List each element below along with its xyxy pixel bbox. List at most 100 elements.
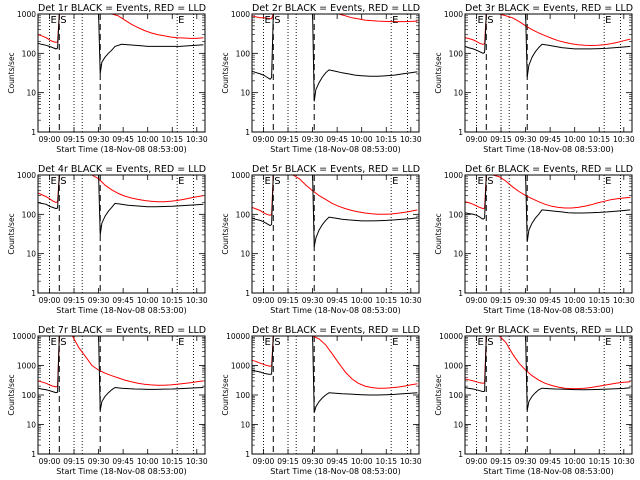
x-tick-label: 09:15	[277, 457, 299, 466]
x-tick-label: 09:45	[539, 135, 561, 144]
x-tick-label: 09:30	[515, 457, 537, 466]
x-axis-label: Start Time (18-Nov-08 08:53:00)	[56, 467, 186, 476]
plot-frame	[251, 174, 420, 294]
x-tick-label: 09:15	[277, 296, 299, 305]
y-tick-label: 10	[453, 89, 463, 98]
x-tick-label: 09:00	[253, 457, 275, 466]
plot-frame	[464, 335, 633, 455]
x-tick-label: 10:00	[137, 135, 159, 144]
interval-marker-s: S	[487, 15, 493, 26]
y-axis-label: Counts/sec	[7, 374, 16, 415]
x-tick-label: 10:15	[375, 457, 397, 466]
y-tick-label: 10000	[12, 332, 36, 341]
plot-frame	[251, 13, 420, 133]
y-tick-label: 1000	[444, 171, 463, 180]
x-tick-label: 09:15	[63, 457, 85, 466]
y-tick-label: 100	[22, 391, 37, 400]
panel-1: Det 1r BLACK = Events, RED = LLD 1 10 100 10…	[7, 3, 208, 154]
panel-title: Det 6r BLACK = Events, RED = LLD	[465, 164, 633, 175]
x-tick-label: 10:00	[137, 457, 159, 466]
x-tick-label: 10:30	[400, 296, 422, 305]
plot-frame	[464, 13, 633, 133]
interval-marker-e1: E	[477, 337, 483, 348]
x-tick-label: 10:15	[161, 296, 183, 305]
y-axis-label: Counts/sec	[221, 52, 230, 93]
y-axis-label: Counts/sec	[221, 213, 230, 254]
x-axis-label: Start Time (18-Nov-08 08:53:00)	[483, 467, 613, 476]
y-tick-label: 10	[453, 250, 463, 259]
panel-title: Det 7r BLACK = Events, RED = LLD	[38, 325, 206, 336]
interval-marker-e1: E	[50, 15, 56, 26]
x-tick-label: 10:30	[613, 296, 635, 305]
x-tick-label: 10:15	[588, 296, 610, 305]
x-axis-label: Start Time (18-Nov-08 08:53:00)	[270, 306, 400, 315]
x-tick-label: 09:00	[466, 457, 488, 466]
x-tick-label: 09:45	[539, 457, 561, 466]
y-tick-label: 1	[458, 128, 463, 137]
series-line-red	[251, 174, 418, 216]
x-tick-label: 10:30	[400, 457, 422, 466]
y-tick-label: 1	[31, 128, 36, 137]
x-tick-label: 10:30	[400, 135, 422, 144]
x-tick-label: 09:30	[302, 296, 324, 305]
y-tick-label: 1000	[17, 362, 36, 371]
y-tick-label: 100	[449, 49, 464, 58]
y-tick-label: 10000	[439, 332, 463, 341]
y-tick-label: 1	[31, 289, 36, 298]
interval-marker-e1: E	[50, 337, 56, 348]
y-tick-label: 100	[236, 391, 251, 400]
x-tick-label: 10:15	[161, 457, 183, 466]
y-tick-label: 1000	[444, 362, 463, 371]
interval-marker-e2: E	[178, 176, 184, 187]
panel-2: Det 2r BLACK = Events, RED = LLD 1 10 100 10…	[221, 3, 422, 154]
x-tick-label: 10:30	[613, 457, 635, 466]
x-tick-label: 09:30	[302, 135, 324, 144]
x-tick-label: 10:15	[161, 135, 183, 144]
y-axis-label: Counts/sec	[221, 374, 230, 415]
x-tick-label: 09:15	[277, 135, 299, 144]
interval-marker-s: S	[274, 337, 280, 348]
y-tick-label: 1	[245, 289, 250, 298]
interval-marker-e2: E	[392, 15, 398, 26]
x-tick-label: 09:00	[39, 457, 61, 466]
x-tick-label: 10:15	[588, 457, 610, 466]
plot-frame	[464, 174, 633, 294]
panel-title: Det 3r BLACK = Events, RED = LLD	[465, 3, 633, 14]
interval-marker-s: S	[60, 176, 66, 187]
interval-marker-e1: E	[50, 176, 56, 187]
interval-marker-e1: E	[264, 337, 270, 348]
y-tick-label: 10	[26, 89, 36, 98]
x-tick-label: 10:15	[375, 296, 397, 305]
x-tick-label: 09:30	[515, 296, 537, 305]
y-axis-label: Counts/sec	[434, 374, 443, 415]
y-tick-label: 1000	[231, 10, 250, 19]
y-axis-label: Counts/sec	[434, 52, 443, 93]
interval-marker-e1: E	[264, 15, 270, 26]
panel-7: Det 7r BLACK = Events, RED = LLD 1 10 100 10…	[7, 325, 208, 476]
x-tick-label: 09:45	[326, 135, 348, 144]
interval-marker-s: S	[60, 337, 66, 348]
x-tick-label: 09:30	[515, 135, 537, 144]
y-tick-label: 10	[26, 250, 36, 259]
x-axis-label: Start Time (18-Nov-08 08:53:00)	[56, 306, 186, 315]
interval-marker-s: S	[487, 176, 493, 187]
y-tick-label: 1	[31, 450, 36, 459]
interval-marker-e2: E	[605, 337, 611, 348]
y-axis-label: Counts/sec	[434, 213, 443, 254]
y-axis-label: Counts/sec	[7, 52, 16, 93]
x-axis-label: Start Time (18-Nov-08 08:53:00)	[270, 145, 400, 154]
interval-marker-e2: E	[178, 337, 184, 348]
x-tick-label: 10:15	[588, 135, 610, 144]
y-tick-label: 1000	[231, 362, 250, 371]
panel-title: Det 9r BLACK = Events, RED = LLD	[465, 325, 633, 336]
x-tick-label: 09:45	[326, 296, 348, 305]
x-tick-label: 10:00	[564, 135, 586, 144]
plot-frame	[37, 13, 206, 133]
panel-3: Det 3r BLACK = Events, RED = LLD 1 10 100 10…	[434, 3, 635, 154]
y-tick-label: 10	[240, 250, 250, 259]
y-tick-label: 100	[22, 49, 37, 58]
y-tick-label: 1	[245, 450, 250, 459]
y-tick-label: 100	[449, 391, 464, 400]
